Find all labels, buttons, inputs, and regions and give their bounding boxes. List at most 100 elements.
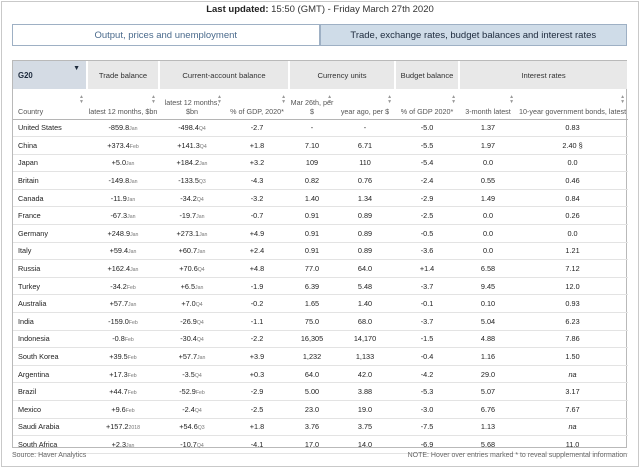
cell-value: +4.9	[249, 228, 265, 238]
cell-value: 1.40	[304, 193, 320, 203]
cell-value: Brazil	[18, 387, 37, 397]
cell-period: Q4	[196, 319, 204, 326]
sort-icon[interactable]: ▲ ▼	[151, 94, 156, 105]
cell-current-account-gdp: -4.3	[225, 171, 290, 190]
sort-icon[interactable]: ▲ ▼	[327, 94, 333, 105]
cell-trade-balance: -159.0Feb	[87, 312, 159, 331]
cell-budget-balance: -5.4	[395, 154, 460, 173]
cell-value: +273.1	[176, 228, 200, 238]
cell-country: Australia	[13, 294, 87, 314]
cell-trade-balance: -34.2Feb	[87, 277, 159, 296]
col-country[interactable]: Country ▲ ▼	[13, 89, 87, 120]
group-select[interactable]: G20 ▼	[13, 61, 88, 89]
cell-period: 2018	[128, 425, 141, 432]
cell-country: Indonesia	[13, 330, 87, 349]
cell-currency-now: 7.10	[289, 136, 336, 155]
cell-currency-now: 16,305	[289, 330, 336, 349]
cell-value: Italy	[18, 246, 32, 256]
cell-3-month-rate: 0.55	[459, 171, 518, 190]
sort-icon[interactable]: ▲ ▼	[620, 94, 626, 105]
cell-value: -2.5	[250, 404, 264, 414]
col-current-account[interactable]: latest 12 months, $bn ▲ ▼	[159, 89, 225, 120]
col-trade-balance[interactable]: latest 12 months, $bn ▲ ▼	[87, 89, 159, 120]
cell-value: India	[18, 316, 34, 326]
cell-country: China	[13, 136, 87, 155]
cell-value: -3.5	[182, 369, 195, 379]
cell-value: -1.9	[250, 281, 264, 291]
cell-current-account-gdp: +3.2	[225, 154, 290, 173]
cell-value: 0.55	[480, 176, 496, 186]
cell-country: South Africa	[13, 435, 87, 454]
cell-3-month-rate: 5.04	[459, 312, 518, 331]
cell-value: +162.4	[107, 264, 131, 274]
cell-value: 6.58	[480, 264, 496, 274]
cell-current-account-gdp: +1.8	[225, 418, 290, 437]
col-current-account-gdp[interactable]: % of GDP, 2020* ▲ ▼	[225, 89, 290, 120]
table-row: Indonesia -0.8Feb -30.4Q4 -2.2 16,305 14,170-…	[13, 330, 629, 349]
cell-current-account-gdp: -4.1	[225, 435, 290, 454]
cell-value: -34.2	[110, 281, 127, 291]
col-3-month-rate[interactable]: 3-month latest ▲ ▼	[459, 89, 518, 120]
cell-value: -67.3	[110, 211, 128, 221]
cell-value: 64.0	[304, 369, 320, 379]
col-currency-now[interactable]: Mar 26th, per $ ▲ ▼	[289, 89, 336, 120]
col-budget-balance[interactable]: % of GDP 2020* ▲ ▼	[395, 89, 460, 120]
tab-output-prices-unemployment[interactable]: Output, prices and unemployment	[12, 24, 320, 46]
cell-budget-balance: -5.5	[395, 136, 460, 155]
cell-3-month-rate: 9.45	[459, 277, 518, 296]
cell-country: United States	[13, 119, 87, 138]
data-table-container: G20 ▼ Trade balance Current-account bala…	[12, 60, 630, 454]
cell-value: 3.76	[304, 422, 320, 432]
cell-value: 0.89	[357, 228, 373, 238]
cell-currency-now: 109	[289, 154, 336, 173]
cell-value: Saudi Arabia	[18, 422, 60, 432]
cell-trade-balance: +39.5Feb	[87, 347, 159, 366]
cell-budget-balance: -2.9	[395, 189, 460, 208]
cell-value: 0.84	[565, 193, 580, 203]
cell-value: 6.76	[480, 404, 496, 414]
sort-icon[interactable]: ▲ ▼	[387, 94, 393, 105]
cell-value: 0.0	[567, 158, 578, 168]
col-10-year-bonds[interactable]: 10-year government bonds, latest ▲ ▼	[517, 89, 629, 120]
cell-value: 1.21	[565, 246, 580, 256]
cell-current-account: +184.2Jan	[159, 154, 225, 173]
cell-currency-year-ago: 1.40	[335, 294, 396, 314]
cell-10-year-bonds: 0.84	[517, 189, 629, 208]
sort-icon[interactable]: ▲ ▼	[217, 94, 222, 105]
cell-current-account: +273.1Jan	[159, 224, 225, 243]
cell-value: +141.3	[177, 140, 200, 150]
cell-value: +57.7	[178, 352, 198, 362]
last-updated-label: Last updated:	[206, 4, 269, 15]
sort-icon[interactable]: ▲ ▼	[509, 94, 515, 105]
cell-10-year-bonds: 0.46	[517, 171, 629, 190]
cell-value: 11.0	[565, 439, 580, 449]
cell-trade-balance: +248.9Jan	[87, 224, 159, 243]
cell-current-account-gdp: +4.8	[225, 259, 290, 278]
cell-3-month-rate: 1.97	[459, 136, 518, 155]
cell-value: +4.8	[249, 264, 265, 274]
cell-currency-year-ago: 110	[335, 154, 396, 173]
cell-value: Canada	[18, 193, 44, 203]
cell-trade-balance: +9.6Feb	[87, 400, 159, 419]
cell-10-year-bonds: 7.12	[517, 259, 629, 278]
cell-value: -3.7	[420, 281, 434, 291]
cell-currency-now: 6.39	[289, 277, 336, 296]
col-currency-year-ago[interactable]: year ago, per $ ▲ ▼	[335, 89, 396, 120]
cell-value: -30.4	[180, 334, 197, 344]
cell-value: -2.5	[420, 211, 434, 221]
cell-value: 0.76	[357, 176, 373, 186]
cell-currency-now: 0.82	[289, 171, 336, 190]
sort-icon[interactable]: ▲ ▼	[451, 94, 457, 105]
tab-trade-exchange-rates[interactable]: Trade, exchange rates, budget balances a…	[319, 24, 627, 46]
dropdown-arrow-icon[interactable]: ▼	[73, 65, 80, 72]
cell-value: -5.0	[420, 123, 434, 133]
cell-currency-year-ago: 14.0	[335, 435, 396, 454]
sort-icon[interactable]: ▲ ▼	[79, 94, 84, 105]
cell-10-year-bonds: na	[517, 418, 629, 437]
cell-value: -2.4	[420, 176, 434, 186]
cell-value: +3.9	[249, 352, 265, 362]
cell-currency-now: 3.76	[289, 418, 336, 437]
cell-value: +9.6	[111, 404, 126, 414]
sort-icon[interactable]: ▲ ▼	[281, 94, 287, 105]
cell-value: -7.5	[420, 422, 434, 432]
